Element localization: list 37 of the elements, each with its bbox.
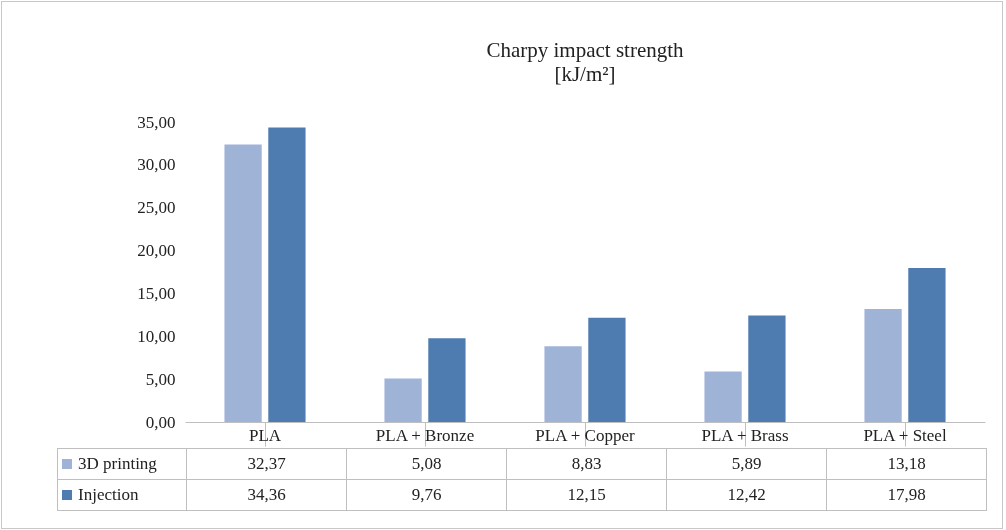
chart-title: Charpy impact strength xyxy=(486,38,685,62)
bar xyxy=(544,346,582,422)
bar xyxy=(588,317,626,422)
bar xyxy=(908,267,946,422)
x-tick-label: PLA + Steel xyxy=(863,425,947,445)
y-tick-label: 5,00 xyxy=(145,369,176,389)
x-tick-label: PLA + Copper xyxy=(535,425,635,445)
y-tick-label: 30,00 xyxy=(137,155,176,175)
data-label: 34,36 xyxy=(186,479,347,511)
y-tick-label: 20,00 xyxy=(137,241,176,261)
legend-label: Injection xyxy=(57,479,187,511)
x-tick-label: PLA + Brass xyxy=(701,425,789,445)
data-label: 17,98 xyxy=(826,479,987,511)
y-tick-label: 15,00 xyxy=(137,283,176,303)
bar xyxy=(428,338,466,422)
legend-label: 3D printing xyxy=(57,448,187,480)
data-label: 12,42 xyxy=(666,479,827,511)
data-label: 13,18 xyxy=(826,448,987,480)
data-label: 5,89 xyxy=(666,448,827,480)
y-tick-label: 10,00 xyxy=(137,326,176,346)
bar xyxy=(704,371,742,422)
bar xyxy=(748,315,786,422)
bar xyxy=(268,127,306,422)
data-label: 32,37 xyxy=(186,448,347,480)
data-label: 8,83 xyxy=(506,448,667,480)
bar xyxy=(384,378,422,422)
y-tick-label: 35,00 xyxy=(137,112,176,132)
data-label: 9,76 xyxy=(346,479,507,511)
chart-subtitle: [kJ/m²] xyxy=(554,62,616,86)
bar xyxy=(224,144,262,422)
x-tick-label: PLA xyxy=(248,425,282,445)
data-label: 12,15 xyxy=(506,479,667,511)
y-tick-label: 0,00 xyxy=(145,412,176,432)
bar xyxy=(864,309,902,422)
y-tick-label: 25,00 xyxy=(137,198,176,218)
x-tick-label: PLA + Bronze xyxy=(375,425,475,445)
data-label: 5,08 xyxy=(346,448,507,480)
